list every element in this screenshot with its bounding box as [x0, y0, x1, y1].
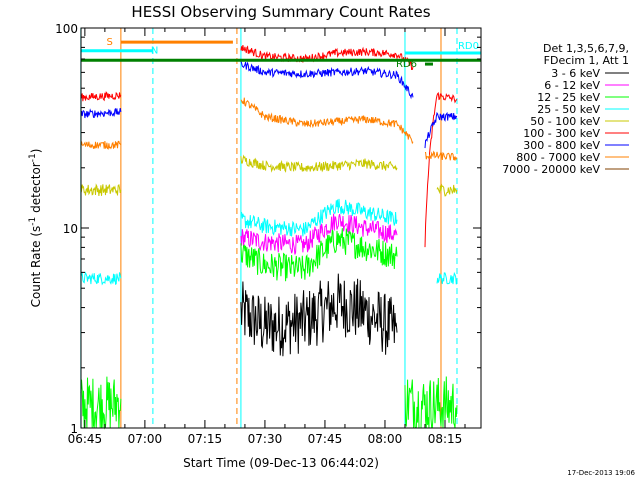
- series-line-3-2: [436, 271, 458, 285]
- series-line-6-1: [240, 60, 414, 100]
- x-tick-label-2: 07:15: [188, 432, 223, 446]
- y-tick-label-0: 1: [70, 422, 78, 436]
- legend-label-6: 300 - 800 keV: [523, 139, 600, 152]
- status-bar-label-4: RD6: [396, 59, 417, 70]
- legend-label-7: 800 - 7000 keV: [516, 151, 600, 164]
- series-line-4-2: [436, 183, 458, 197]
- series-line-7-0: [80, 140, 122, 150]
- axis-ticks: 06:45 07:00 07:15 07:30 07:45 08:00 08:15 1 10 10…: [55, 22, 481, 446]
- x-tick-label-0: 06:45: [68, 432, 103, 446]
- x-axis-label: Start Time (09-Dec-13 06:44:02): [183, 456, 379, 470]
- legend-label-8: 7000 - 20000 keV: [502, 163, 600, 176]
- y-label-end: ): [29, 149, 43, 154]
- series-line-0-0: [240, 273, 398, 357]
- y-label-sup1: -1: [28, 217, 38, 226]
- x-tick-label-4: 07:45: [308, 432, 343, 446]
- series-line-7-2: [425, 150, 458, 161]
- y-label-mid: detector: [29, 162, 43, 217]
- series-line-5-1: [240, 45, 414, 70]
- legend-label-3: 25 - 50 keV: [537, 103, 600, 116]
- series-line-3-1: [240, 198, 398, 237]
- x-tick-label-1: 07:00: [128, 432, 163, 446]
- legend-label-2: 12 - 25 keV: [537, 91, 600, 104]
- legend: Det 1,3,5,6,7,9,FDecim 1, Att 13 - 6 keV…: [502, 42, 629, 176]
- series-line-6-2: [424, 111, 458, 149]
- status-bar-label-0: S: [107, 37, 113, 48]
- y-tick-label-1: 10: [63, 222, 78, 236]
- x-tick-label-3: 07:30: [248, 432, 283, 446]
- series-line-4-1: [240, 154, 398, 173]
- y-label-main: Count Rate (s: [29, 226, 43, 308]
- series-line-5-0: [80, 91, 122, 102]
- status-bar-label-1: N: [151, 46, 158, 57]
- status-bars: S N RD0 RD6: [80, 37, 481, 70]
- series-line-3-0: [80, 271, 122, 286]
- status-bar-label-3: RD0: [458, 41, 479, 52]
- series-lines: [80, 45, 458, 430]
- legend-header-1: FDecim 1, Att 1: [544, 54, 629, 67]
- x-tick-label-5: 08:00: [368, 432, 403, 446]
- generation-timestamp: 17-Dec-2013 19:06: [567, 469, 635, 477]
- legend-header-0: Det 1,3,5,6,7,9,: [543, 42, 629, 55]
- series-line-5-2: [424, 92, 458, 248]
- series-line-2-0: [80, 376, 122, 430]
- legend-label-1: 6 - 12 keV: [544, 79, 600, 92]
- series-line-2-1: [240, 228, 398, 282]
- series-line-2-2: [404, 376, 458, 429]
- series-line-7-1: [240, 97, 414, 145]
- x-tick-label-6: 08:15: [428, 432, 463, 446]
- chart-title: HESSI Observing Summary Count Rates: [131, 3, 430, 21]
- legend-label-0: 3 - 6 keV: [551, 67, 600, 80]
- series-line-6-0: [80, 108, 122, 119]
- series-line-1-0: [240, 213, 398, 255]
- series-line-4-0: [80, 183, 122, 196]
- y-axis-label: Count Rate (s-1 detector-1): [28, 149, 43, 308]
- legend-label-4: 50 - 100 keV: [530, 115, 600, 128]
- y-label-sup2: -1: [28, 153, 38, 162]
- legend-label-5: 100 - 300 keV: [523, 127, 600, 140]
- y-tick-label-2: 100: [55, 22, 78, 36]
